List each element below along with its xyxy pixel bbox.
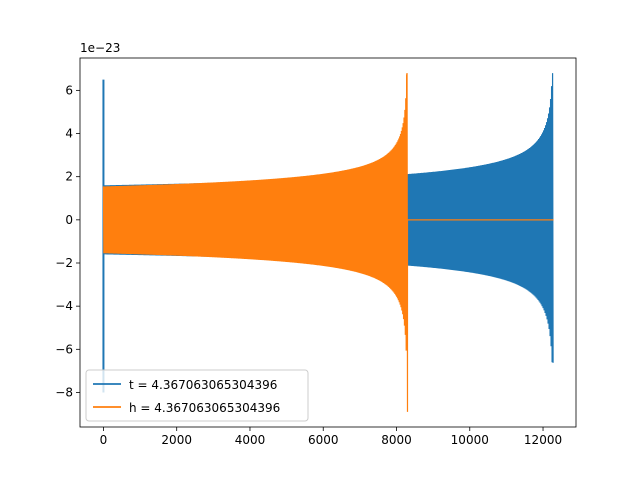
series-layer xyxy=(102,72,554,412)
x-tick-label: 12000 xyxy=(524,433,562,447)
x-tick-label: 8000 xyxy=(381,433,412,447)
y-tick-label: −2 xyxy=(55,256,73,270)
x-tick-label: 0 xyxy=(100,433,108,447)
x-tick-label: 6000 xyxy=(308,433,339,447)
y-tick-label: −4 xyxy=(55,299,73,313)
legend-label-t: t = 4.367063065304396 xyxy=(129,378,277,392)
x-tick-label: 2000 xyxy=(161,433,192,447)
y-tick-label: 0 xyxy=(65,213,73,227)
y-axis: 6 4 2 0 −2 −4 −6 −8 xyxy=(55,83,80,399)
y-offset-label: 1e−23 xyxy=(80,41,120,55)
legend-box xyxy=(85,369,309,422)
series-h-line xyxy=(102,72,554,412)
y-tick-label: −6 xyxy=(55,342,73,356)
legend-label-h: h = 4.367063065304396 xyxy=(129,401,280,415)
x-tick-label: 4000 xyxy=(235,433,266,447)
x-tick-label: 10000 xyxy=(451,433,489,447)
legend: t = 4.367063065304396 h = 4.367063065304… xyxy=(85,369,309,422)
x-axis: 0 2000 4000 6000 8000 10000 12000 xyxy=(100,427,562,447)
y-tick-label: 4 xyxy=(65,127,73,141)
plot-frame xyxy=(79,57,577,428)
y-tick-label: 2 xyxy=(65,170,73,184)
y-tick-label: 6 xyxy=(65,83,73,97)
y-tick-label: −8 xyxy=(55,385,73,399)
